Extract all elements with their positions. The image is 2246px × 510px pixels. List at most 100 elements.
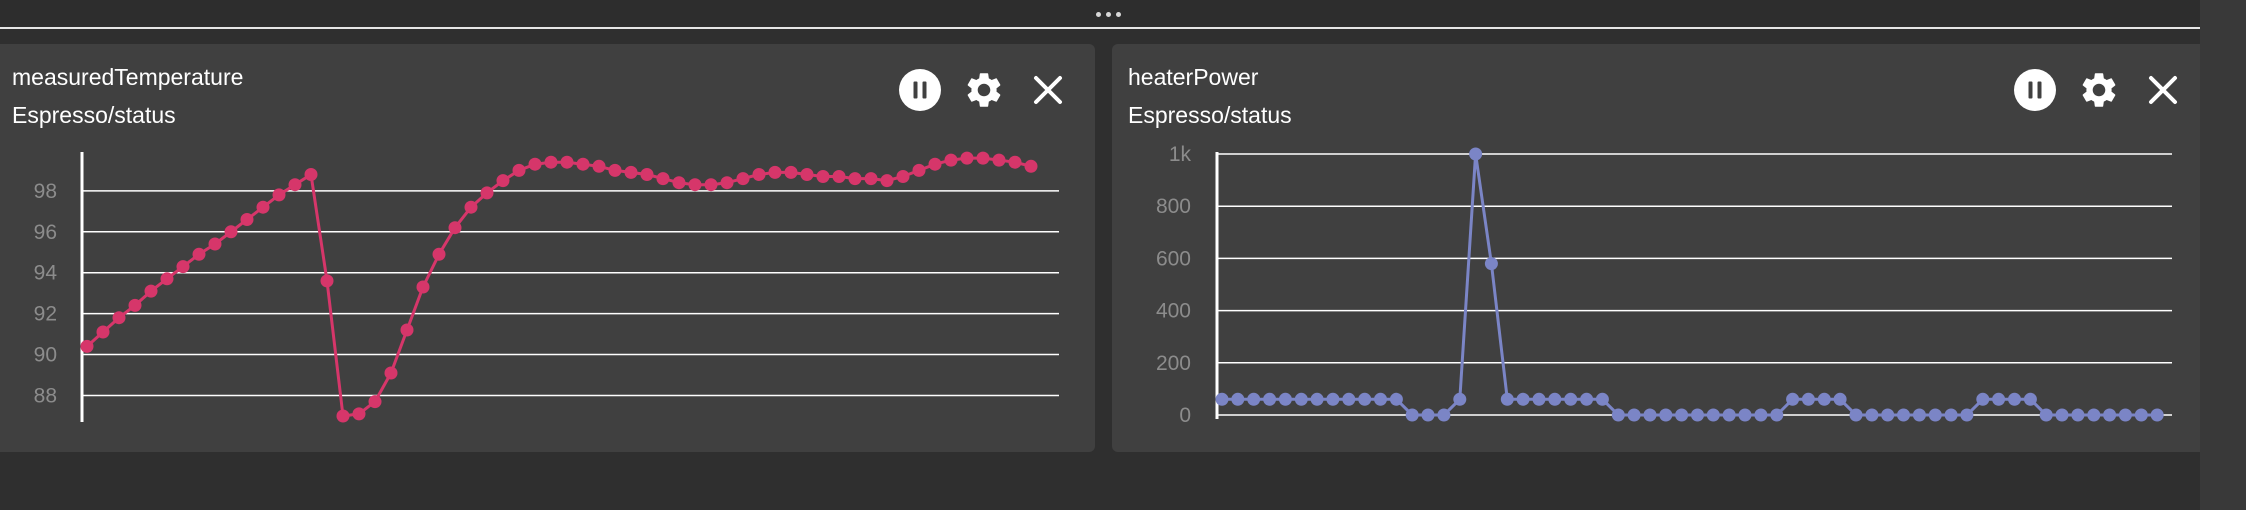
data-point (1849, 408, 1863, 422)
data-point (1326, 392, 1340, 406)
data-point (96, 325, 110, 339)
y-tick-label: 92 (34, 303, 57, 326)
data-point (2118, 408, 2132, 422)
y-tick-label: 96 (34, 221, 57, 244)
data-point (1469, 147, 1483, 161)
data-point (1801, 392, 1815, 406)
y-tick-label: 600 (1156, 247, 1191, 270)
data-point (2023, 392, 2037, 406)
data-point (1358, 392, 1372, 406)
data-point (656, 172, 670, 186)
data-point (1263, 392, 1277, 406)
close-button[interactable] (2139, 66, 2187, 114)
data-point (2039, 408, 2053, 422)
data-point (1960, 408, 1974, 422)
y-tick-label: 800 (1156, 195, 1191, 218)
data-point (2071, 408, 2085, 422)
data-point (1516, 392, 1530, 406)
data-point (816, 170, 830, 183)
settings-button[interactable] (2075, 66, 2123, 114)
data-point (480, 186, 494, 200)
data-point (1405, 408, 1419, 422)
data-point (976, 151, 990, 165)
data-point (1278, 392, 1292, 406)
data-point (272, 188, 286, 202)
data-point (1786, 392, 1800, 406)
data-point (320, 274, 334, 288)
data-point (1675, 408, 1689, 422)
data-point (784, 165, 798, 179)
data-point (848, 172, 862, 186)
data-point (1595, 392, 1609, 406)
data-point (128, 298, 142, 312)
data-point (1342, 392, 1356, 406)
data-point (1944, 408, 1958, 422)
data-point (1532, 392, 1546, 406)
data-point (1691, 408, 1704, 422)
data-point (880, 174, 894, 188)
data-point (1564, 392, 1578, 406)
data-point (928, 157, 942, 171)
data-point (1008, 155, 1022, 169)
data-point (1659, 408, 1673, 422)
close-icon (1034, 76, 1062, 104)
data-point (448, 221, 462, 235)
data-point (1706, 408, 1720, 422)
data-point (608, 163, 622, 177)
data-point (112, 311, 126, 325)
data-point (832, 170, 846, 183)
pause-button[interactable] (2011, 66, 2059, 114)
data-point (368, 395, 382, 409)
data-point (864, 172, 878, 186)
data-point (1992, 392, 2006, 406)
y-tick-label: 94 (34, 262, 58, 285)
data-point (992, 153, 1006, 167)
data-point (2103, 408, 2117, 422)
series-line (1222, 152, 2158, 417)
data-point (592, 159, 606, 173)
data-point (640, 168, 654, 181)
data-point (704, 178, 718, 192)
y-tick-label: 88 (34, 384, 57, 407)
data-point (896, 170, 910, 183)
data-point (1833, 392, 1847, 406)
data-point (256, 200, 270, 214)
data-point (1928, 408, 1942, 422)
data-point (160, 272, 174, 286)
data-point (2008, 392, 2021, 406)
gear-icon (967, 73, 1001, 107)
data-point (2055, 408, 2069, 422)
data-point (1389, 392, 1403, 406)
data-point (1611, 408, 1625, 422)
data-point (576, 157, 590, 171)
data-point (1580, 392, 1594, 406)
data-point (1294, 392, 1308, 406)
data-point (1247, 392, 1261, 406)
data-point (1231, 392, 1245, 406)
data-point (2087, 408, 2101, 422)
data-point (1897, 408, 1910, 422)
data-point (1453, 392, 1467, 406)
data-point (1865, 408, 1879, 422)
pause-button[interactable] (896, 66, 944, 114)
panel-title: heaterPower (1128, 64, 1259, 90)
drag-handle-icon[interactable] (1096, 12, 1121, 17)
data-point (304, 168, 318, 181)
data-point (1024, 159, 1038, 173)
settings-button[interactable] (960, 66, 1008, 114)
data-point (1421, 408, 1435, 422)
data-point (1437, 408, 1451, 422)
data-point (1548, 392, 1562, 406)
data-point (2134, 408, 2148, 422)
data-point (288, 178, 302, 192)
data-point (944, 153, 958, 167)
data-point (720, 176, 734, 190)
data-point (224, 225, 238, 239)
y-tick-label: 200 (1156, 352, 1191, 375)
data-point (80, 339, 94, 353)
data-point (960, 151, 974, 165)
close-button[interactable] (1024, 66, 1072, 114)
data-point (1500, 392, 1514, 406)
data-point (336, 409, 350, 423)
data-point (1627, 408, 1641, 422)
